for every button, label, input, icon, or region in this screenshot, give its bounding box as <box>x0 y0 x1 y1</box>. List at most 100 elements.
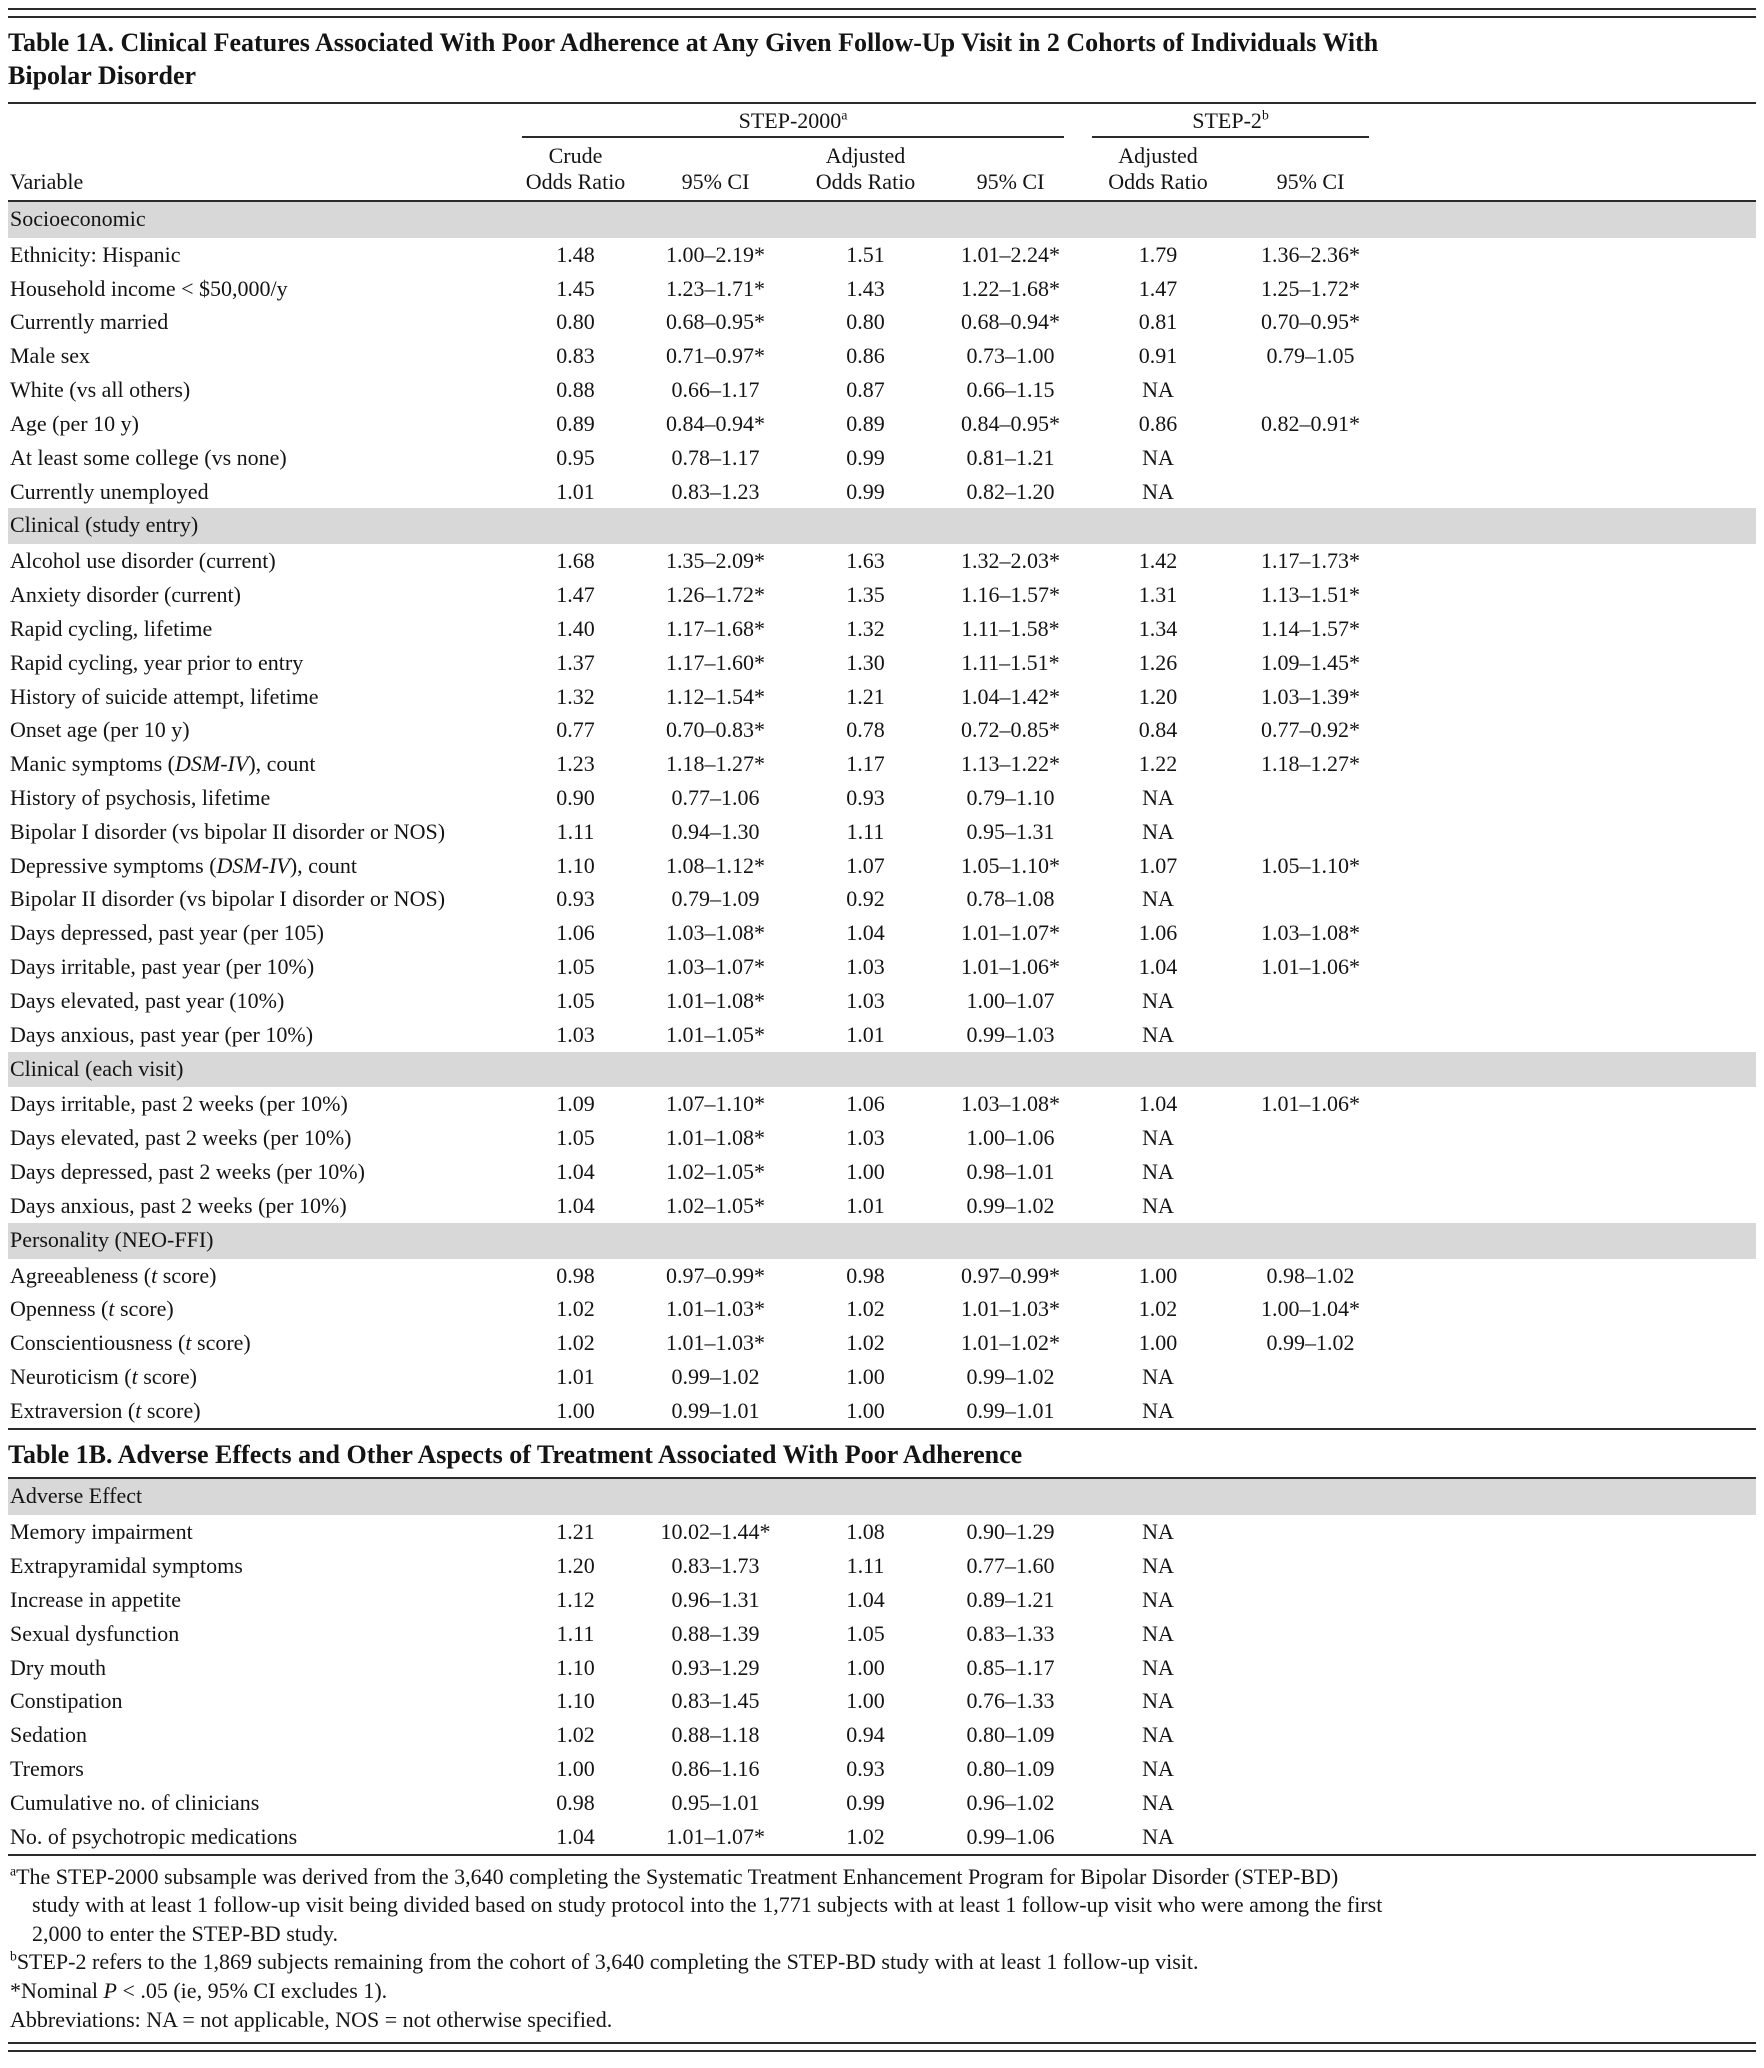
row-value: 1.03 <box>846 1125 885 1151</box>
row-value <box>1238 984 1383 1018</box>
row-value: 0.88–1.18 <box>671 1722 760 1748</box>
spacer-cell <box>1383 407 1756 441</box>
row-value: 1.32–2.03* <box>961 548 1060 574</box>
row-value: 1.01 <box>556 1364 595 1390</box>
spacer-cell <box>1383 1651 1756 1685</box>
row-label: Extrapyramidal symptoms <box>10 1553 243 1579</box>
table-row: History of psychosis, lifetime 0.90 0.77–1… <box>8 781 1756 815</box>
spacer-cell <box>1383 1018 1756 1052</box>
row-value: 1.06 <box>846 1091 885 1117</box>
group-label: STEP-2000 <box>738 108 842 133</box>
row-value: 1.01–1.06* <box>961 954 1060 980</box>
row-value: 0.89 <box>846 410 885 436</box>
row-value <box>1238 441 1383 475</box>
row-label: Age (per 10 y) <box>10 410 139 436</box>
row-value: 1.30 <box>846 649 885 675</box>
footnote: *Nominal P < .05 (ie, 95% CI excludes 1)… <box>10 1977 388 2003</box>
row-value: 0.98–1.02 <box>1266 1262 1355 1288</box>
row-value <box>1238 1549 1383 1583</box>
table-row: Household income < $50,000/y 1.45 1.23–1.7… <box>8 272 1756 306</box>
row-value: 1.01 <box>846 1192 885 1218</box>
row-value: 1.16–1.57* <box>961 582 1060 608</box>
row-value: 1.21 <box>556 1519 595 1545</box>
row-label: Currently unemployed <box>10 478 209 504</box>
row-value: 0.66–1.17 <box>671 377 760 403</box>
table-row: Tremors 1.00 0.86–1.16 0.93 0.80–1.09 NA <box>8 1752 1756 1786</box>
table-1b-title: Table 1B. Adverse Effects and Other Aspe… <box>8 1427 1756 1480</box>
table-row: Sexual dysfunction 1.11 0.88–1.39 1.05 0.83–… <box>8 1617 1756 1651</box>
row-value: 1.03–1.08* <box>1261 920 1360 946</box>
row-value: 1.26 <box>1138 649 1178 675</box>
row-value: 0.98 <box>556 1262 595 1288</box>
row-value <box>1238 1651 1383 1685</box>
row-value: 1.08 <box>846 1519 885 1545</box>
row-value: 1.22 <box>1138 751 1178 777</box>
table-row: Days elevated, past 2 weeks (per 10%) 1.0… <box>8 1121 1756 1155</box>
spacer-cell <box>1383 1515 1756 1549</box>
row-value: 1.11 <box>846 818 885 844</box>
spacer-cell <box>1383 916 1756 950</box>
row-value: 1.36–2.36* <box>1261 241 1360 267</box>
row-label: Tremors <box>10 1756 84 1782</box>
row-value: 0.70–0.95* <box>1261 309 1360 335</box>
row-value: 1.01–1.05* <box>666 1021 765 1047</box>
row-value: 1.05 <box>556 1125 595 1151</box>
row-value: 1.17 <box>846 751 885 777</box>
row-value: 1.47 <box>1138 275 1178 301</box>
row-value: 1.32 <box>556 683 595 709</box>
row-value: 1.02 <box>556 1296 595 1322</box>
row-value <box>1238 1752 1383 1786</box>
section-header-row: Personality (NEO-FFI) <box>8 1222 1756 1259</box>
row-label: Days depressed, past 2 weeks (per 10%) <box>10 1159 365 1185</box>
row-value: 1.00–1.06 <box>966 1125 1055 1151</box>
title-rule <box>8 102 1756 104</box>
row-value: 0.95–1.01 <box>671 1789 760 1815</box>
row-value: 0.88–1.39 <box>671 1620 760 1646</box>
row-value: 0.86 <box>1138 410 1178 436</box>
row-value: 1.11–1.58* <box>961 615 1060 641</box>
row-value: NA <box>1142 1620 1174 1646</box>
row-value: 1.07 <box>846 852 885 878</box>
row-value: 1.11 <box>846 1553 885 1579</box>
table-row: Days anxious, past year (per 10%) 1.03 1.0… <box>8 1018 1756 1052</box>
row-label: Currently married <box>10 309 169 335</box>
row-value: 0.81–1.21 <box>966 444 1055 470</box>
row-value <box>1238 1360 1383 1394</box>
table-row: Rapid cycling, lifetime 1.40 1.17–1.68* 1.3… <box>8 612 1756 646</box>
row-value <box>1238 882 1383 916</box>
table-row: Sedation 1.02 0.88–1.18 0.94 0.80–1.09 NA <box>8 1718 1756 1752</box>
row-value: 0.89–1.21 <box>966 1586 1055 1612</box>
row-label: Sexual dysfunction <box>10 1620 180 1646</box>
header-spacer <box>1383 141 1756 202</box>
table-row: Days irritable, past year (per 10%) 1.05 1… <box>8 950 1756 984</box>
row-value: 1.04 <box>846 920 885 946</box>
row-value: 0.79–1.05 <box>1266 343 1355 369</box>
row-value: 1.18–1.27* <box>1261 751 1360 777</box>
spacer-cell <box>1383 1617 1756 1651</box>
section-header-row: Adverse Effect <box>8 1478 1756 1516</box>
spacer-cell <box>1383 238 1756 272</box>
row-value: 0.78–1.08 <box>966 886 1055 912</box>
table-row: Conscientiousness (t score) 1.02 1.01–1.03… <box>8 1326 1756 1360</box>
spacer-cell <box>1383 984 1756 1018</box>
row-value: 1.34 <box>1138 615 1178 641</box>
table-row: Currently unemployed 1.01 0.83–1.23 0.99 0.8… <box>8 475 1756 509</box>
row-value: 1.37 <box>556 649 595 675</box>
row-value: 0.76–1.33 <box>966 1688 1055 1714</box>
row-value: 0.83–1.23 <box>671 478 760 504</box>
row-value: NA <box>1142 1688 1174 1714</box>
row-value: 1.21 <box>846 683 885 709</box>
table-row: Bipolar II disorder (vs bipolar I disord… <box>8 882 1756 916</box>
row-value: 1.04 <box>1138 954 1178 980</box>
row-value: 0.84 <box>1138 717 1178 743</box>
row-value: NA <box>1142 1756 1174 1782</box>
row-value: 1.04–1.42* <box>961 683 1060 709</box>
table-row: Days depressed, past year (per 105) 1.06 1… <box>8 916 1756 950</box>
section-header: Clinical (each visit) <box>8 1051 1756 1088</box>
spacer-cell <box>1383 339 1756 373</box>
row-value: 1.00–1.04* <box>1261 1296 1360 1322</box>
row-label: Manic symptoms (DSM-IV), count <box>10 751 316 777</box>
row-value: 1.01–1.08* <box>666 987 765 1013</box>
table-row: Onset age (per 10 y) 0.77 0.70–0.83* 0.78 0.… <box>8 713 1756 747</box>
spacer-cell <box>1383 849 1756 883</box>
